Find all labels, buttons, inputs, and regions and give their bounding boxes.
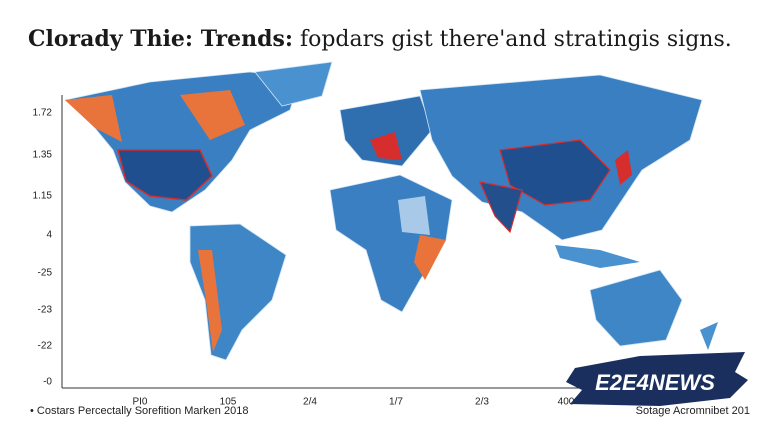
x-label: 105: [220, 397, 237, 408]
logo-text: E2E4NEWS: [595, 370, 715, 395]
source-note: Sotage Acromnibet 201: [636, 405, 750, 417]
y-label: 1.15: [33, 191, 53, 202]
y-label: 1.72: [33, 108, 53, 119]
y-label: -0: [43, 377, 52, 388]
china-region: [499, 139, 611, 206]
greenland: [254, 61, 333, 107]
y-label: -25: [38, 268, 53, 279]
australia: [589, 269, 683, 347]
axes: 1.72 1.35 1.15 4 -25 -23 -22 -0 PI0 105 …: [33, 95, 700, 408]
y-label: -23: [38, 305, 53, 316]
logo: E2E4NEWS: [566, 352, 748, 406]
y-label: -22: [38, 341, 53, 352]
x-label: 400: [558, 397, 575, 408]
x-label: 2/4: [303, 397, 317, 408]
x-label: 2/3: [475, 397, 489, 408]
india-region: [478, 181, 523, 234]
logo-brush: [566, 352, 748, 406]
y-label: 4: [46, 230, 52, 241]
x-label: PI0: [132, 397, 147, 408]
south-america-highlight: [198, 250, 222, 352]
africa-light: [398, 196, 430, 235]
north-america-highlight: [65, 90, 245, 142]
africa-highlight: [414, 235, 446, 280]
y-label: 1.35: [33, 150, 53, 161]
title-bold: Clorady Thie: Trends:: [28, 26, 293, 52]
footnote: • Costars Percectally Sorefition Marken …: [30, 405, 248, 417]
indonesia: [555, 245, 640, 268]
europe-highlight: [370, 132, 402, 160]
x-label: 1/7: [389, 397, 403, 408]
world-map: [64, 61, 718, 361]
title-rest: fopdars gist there'and stratingis signs.: [293, 27, 732, 52]
title: Clorady Thie: Trends: fopdars gist there…: [28, 26, 732, 52]
europe: [339, 95, 433, 167]
usa-region: [117, 149, 213, 201]
new-zealand: [700, 322, 718, 350]
japan: [615, 150, 632, 185]
